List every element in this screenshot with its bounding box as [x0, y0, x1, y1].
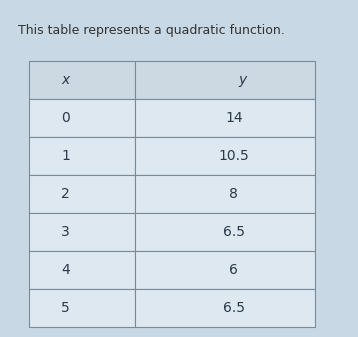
Text: 5: 5	[61, 301, 70, 315]
Bar	[135, 213, 315, 251]
Bar	[29, 137, 135, 175]
Bar	[29, 61, 135, 99]
Text: 2: 2	[61, 187, 70, 201]
Bar	[135, 137, 315, 175]
Text: 1: 1	[61, 149, 70, 163]
Bar	[29, 175, 135, 213]
Bar	[135, 61, 315, 99]
Text: 14: 14	[225, 111, 243, 125]
Text: This table represents a quadratic function.: This table represents a quadratic functi…	[18, 24, 285, 37]
Text: x: x	[62, 73, 70, 87]
Bar	[135, 289, 315, 327]
Bar	[135, 175, 315, 213]
Text: 3: 3	[61, 225, 70, 239]
Bar	[29, 213, 135, 251]
Text: y: y	[239, 73, 247, 87]
Bar	[135, 251, 315, 289]
Text: 6: 6	[229, 263, 238, 277]
Text: 6.5: 6.5	[223, 225, 245, 239]
Text: 4: 4	[61, 263, 70, 277]
Text: 8: 8	[229, 187, 238, 201]
Bar	[29, 251, 135, 289]
Bar	[135, 99, 315, 137]
Text: 6.5: 6.5	[223, 301, 245, 315]
Bar	[29, 289, 135, 327]
Bar	[29, 99, 135, 137]
Text: 10.5: 10.5	[218, 149, 249, 163]
Text: 0: 0	[61, 111, 70, 125]
